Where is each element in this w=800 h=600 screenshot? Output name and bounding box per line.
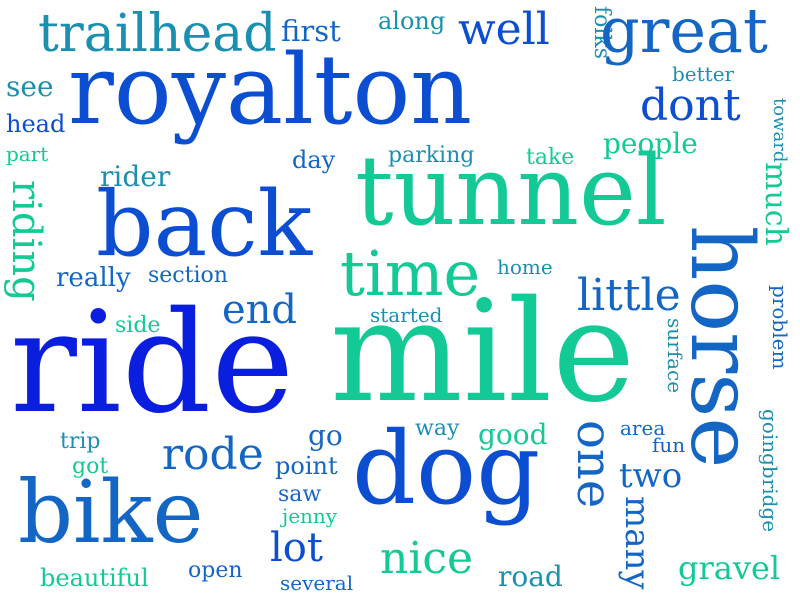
word-royalton: royalton (68, 34, 473, 146)
word-day: day (292, 146, 336, 174)
word-problem: problem (768, 285, 792, 370)
word-several: several (280, 571, 354, 595)
word-open: open (188, 558, 243, 583)
word-nice: nice (380, 533, 474, 584)
word-end: end (222, 287, 298, 333)
word-lot: lot (270, 525, 323, 571)
word-great: great (600, 0, 768, 67)
word-one: one (566, 420, 622, 509)
word-point: point (275, 452, 338, 480)
word-trailhead: trailhead (38, 4, 277, 64)
word-gravel: gravel (678, 549, 781, 587)
word-head: head (6, 110, 66, 138)
word-little: little (577, 270, 681, 321)
word-go: go (308, 419, 343, 452)
word-saw: saw (278, 482, 322, 507)
word-horse: horse (671, 225, 771, 469)
word-back: back (96, 172, 313, 277)
word-trip: trip (60, 429, 101, 454)
word-people: people (603, 127, 698, 160)
word-jenny: jenny (282, 504, 338, 528)
word-home: home (497, 255, 553, 279)
word-first: first (281, 14, 341, 48)
word-got: got (72, 454, 109, 479)
word-goingbridge: goingbridge (758, 409, 782, 533)
word-ride: ride (10, 282, 295, 445)
word-surface: surface (663, 318, 687, 394)
word-take: take (526, 145, 575, 170)
word-mile: mile (330, 271, 636, 434)
word-side: side (115, 313, 161, 338)
word-part: part (6, 142, 49, 166)
word-started: started (370, 303, 443, 327)
word-tunnel: tunnel (355, 135, 667, 247)
word-really: really (56, 263, 131, 293)
word-well: well (458, 4, 550, 55)
word-along: along (378, 7, 446, 35)
word-toward: toward (769, 98, 790, 163)
word-many: many (617, 496, 657, 590)
word-dont: dont (640, 80, 741, 131)
word-bike: bike (18, 463, 204, 563)
word-area: area (620, 416, 666, 440)
word-way: way (415, 416, 460, 441)
word-rider: rider (100, 160, 171, 193)
word-good: good (478, 418, 548, 451)
word-beautiful: beautiful (40, 564, 149, 592)
word-road: road (498, 560, 563, 593)
word-parking: parking (388, 143, 475, 168)
word-two: two (619, 456, 683, 496)
word-time: time (340, 237, 481, 310)
word-fun: fun (652, 433, 686, 457)
word-see: see (6, 70, 54, 103)
word-section: section (148, 263, 228, 288)
word-better: better (672, 62, 735, 86)
word-dog: dog (352, 410, 541, 527)
word-rode: rode (162, 429, 264, 480)
